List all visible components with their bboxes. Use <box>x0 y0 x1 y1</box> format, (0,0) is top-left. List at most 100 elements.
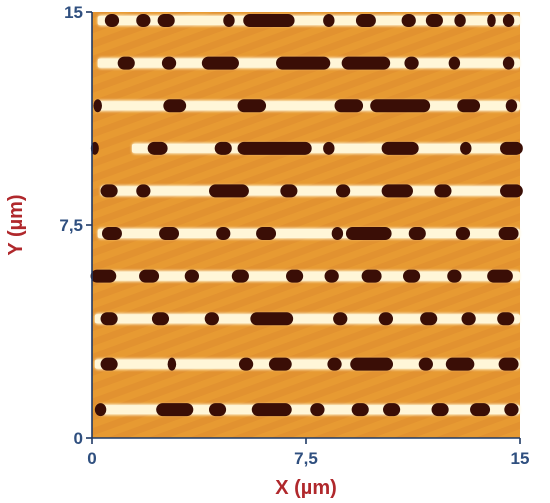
pit-mark <box>431 403 449 417</box>
pit-mark <box>216 227 231 241</box>
pit-mark <box>94 403 107 417</box>
pit-mark <box>159 227 180 241</box>
pit-mark <box>500 184 523 198</box>
pit-mark <box>470 403 491 417</box>
pit-mark <box>104 14 120 28</box>
y-tick-label: 7,5 <box>59 216 83 235</box>
pit-mark <box>280 184 298 198</box>
track-row <box>90 269 520 283</box>
pit-mark <box>323 14 335 28</box>
pit-mark <box>381 141 419 155</box>
pit-mark <box>157 14 175 28</box>
track-row <box>94 357 520 371</box>
pit-mark <box>327 357 342 371</box>
pit-mark <box>214 141 232 155</box>
pit-mark <box>457 99 481 113</box>
pit-mark <box>117 56 135 70</box>
x-tick-label: 7,5 <box>294 449 318 468</box>
pit-mark <box>504 403 519 417</box>
x-axis-title: X (µm) <box>275 477 337 499</box>
pit-mark <box>251 403 292 417</box>
pit-mark <box>455 227 471 241</box>
pit-mark <box>498 357 519 371</box>
pit-mark <box>333 312 348 326</box>
pit-mark <box>243 14 295 28</box>
pit-mark <box>276 56 331 70</box>
pit-mark <box>163 99 187 113</box>
pit-mark <box>361 269 382 283</box>
pit-mark <box>401 14 416 28</box>
pit-mark <box>100 357 118 371</box>
track-row <box>94 312 520 326</box>
pit-mark <box>156 403 194 417</box>
track-row <box>97 14 520 28</box>
pit-mark <box>487 14 496 28</box>
pit-mark <box>335 184 351 198</box>
pit-mark <box>231 269 249 283</box>
pit-mark <box>93 99 102 113</box>
pit-mark <box>383 403 401 417</box>
pit-mark <box>498 227 519 241</box>
pit-mark <box>139 269 160 283</box>
pit-mark <box>408 227 426 241</box>
pit-mark <box>237 99 267 113</box>
track-row <box>97 227 520 241</box>
pit-mark <box>184 269 199 283</box>
track-row <box>94 403 520 417</box>
heatmap-texture <box>92 12 520 438</box>
pit-mark <box>331 227 344 241</box>
pit-mark <box>324 269 339 283</box>
plot-area <box>90 12 523 438</box>
pit-mark <box>461 312 476 326</box>
pit-mark <box>403 269 421 283</box>
pit-mark <box>454 14 466 28</box>
y-tick-label: 0 <box>74 429 83 448</box>
pit-mark <box>351 403 369 417</box>
pit-mark <box>310 403 325 417</box>
pit-mark <box>355 14 376 28</box>
track-stripe-core <box>94 314 520 324</box>
pit-mark <box>100 312 118 326</box>
pit-mark <box>381 184 413 198</box>
pit-mark <box>250 312 294 326</box>
pit-mark <box>323 141 335 155</box>
pit-mark <box>147 141 168 155</box>
pit-mark <box>90 269 117 283</box>
pit-mark <box>500 141 523 155</box>
pit-mark <box>502 56 515 70</box>
pit-mark <box>378 312 394 326</box>
pit-mark <box>151 312 170 326</box>
pit-mark <box>497 312 515 326</box>
pit-mark <box>460 141 472 155</box>
x-tick-label: 15 <box>511 449 530 468</box>
pit-mark <box>370 99 431 113</box>
pit-mark <box>447 269 462 283</box>
pit-mark <box>445 357 475 371</box>
track-stripe-core <box>97 405 520 415</box>
pit-mark <box>101 227 122 241</box>
pit-mark <box>425 14 443 28</box>
track-stripe-core <box>94 101 520 111</box>
pit-mark <box>345 227 392 241</box>
pit-mark <box>350 357 394 371</box>
pit-mark <box>208 184 249 198</box>
pit-mark <box>208 403 227 417</box>
ticks-layer: 0 7,5 15 0 7,5 15 <box>59 3 529 468</box>
tracks-layer <box>90 14 523 417</box>
pit-mark <box>434 184 452 198</box>
pit-mark <box>136 184 151 198</box>
pit-mark <box>341 56 391 70</box>
track-stripe-core <box>94 359 520 369</box>
pit-mark <box>502 14 515 28</box>
pit-mark <box>268 357 292 371</box>
track-row <box>97 56 520 70</box>
y-axis-title: Y (µm) <box>5 194 27 255</box>
pit-mark <box>256 227 277 241</box>
pit-mark <box>237 141 312 155</box>
pit-mark <box>100 184 118 198</box>
pit-mark <box>136 14 151 28</box>
pit-mark <box>286 269 304 283</box>
pit-mark <box>201 56 239 70</box>
pit-mark <box>223 14 235 28</box>
